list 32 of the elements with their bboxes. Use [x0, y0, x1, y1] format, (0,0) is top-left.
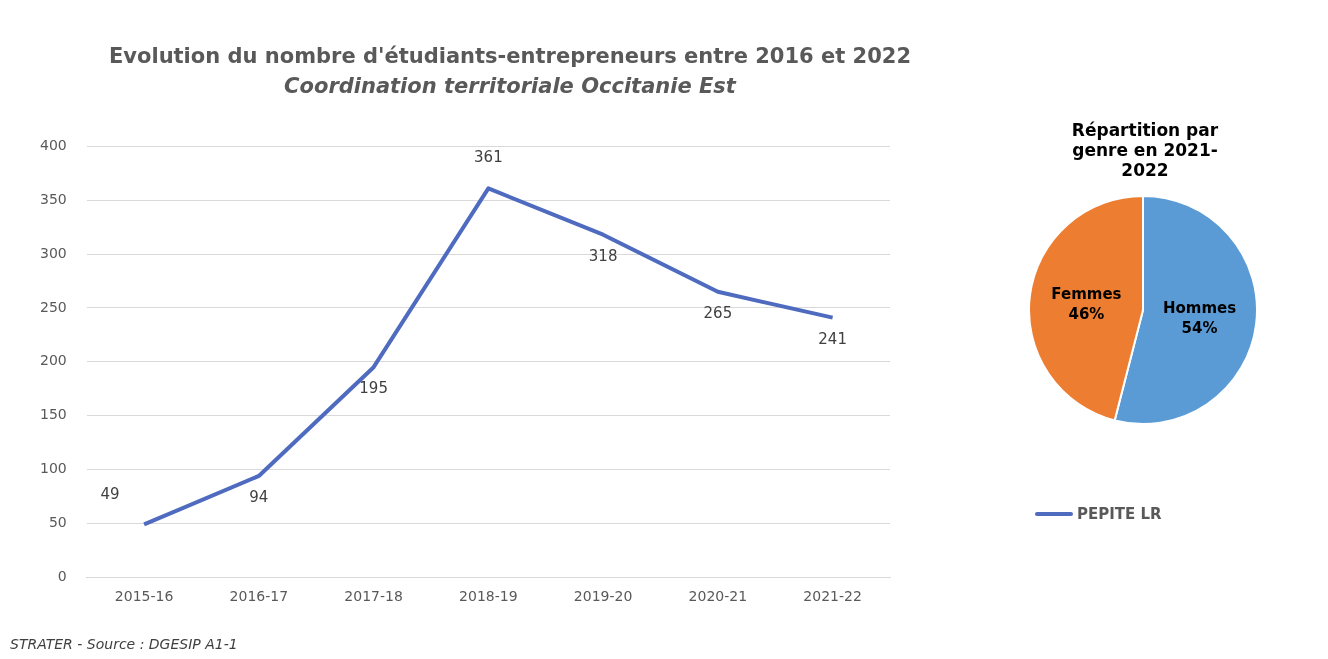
data-label: 54%	[1181, 319, 1218, 338]
data-label: 94	[249, 487, 269, 506]
chart-subtitle: Coordination territoriale Occitanie Est	[283, 74, 738, 98]
data-label: 46%	[1068, 304, 1105, 323]
x-tick-label: 2019-20	[573, 588, 633, 605]
x-tick-label: 2020-21	[688, 588, 748, 605]
data-label: 49	[100, 485, 120, 504]
y-tick-label: 200	[39, 352, 67, 369]
y-tick-label: 250	[39, 298, 67, 315]
slice-label: Femmes	[1051, 284, 1122, 303]
x-tick-label: 2015-16	[114, 588, 174, 605]
data-label: 195	[359, 379, 388, 398]
x-tick-label: 2017-18	[344, 588, 403, 605]
x-tick-label: 2018-19	[459, 588, 518, 605]
y-tick-label: 300	[39, 244, 67, 261]
x-tick-label: 2021-22	[803, 588, 862, 605]
text: STRATER - Source : DGESIP A1-1	[10, 636, 238, 652]
data-label: 318	[588, 246, 618, 265]
data-label: 361	[474, 148, 503, 167]
y-tick-label: 100	[39, 460, 67, 477]
slice-label: Hommes	[1162, 299, 1237, 318]
data-label: 265	[703, 303, 733, 322]
y-tick-label: 50	[48, 513, 67, 530]
y-tick-label: 150	[39, 406, 67, 423]
x-tick-label: 2016-17	[229, 588, 289, 605]
chart-title: Répartition par genre en 2021-2022	[1070, 120, 1220, 180]
data-label: 241	[818, 329, 847, 348]
chart-title: Evolution du nombre d'étudiants-entrepreneurs entre 2016 et 2022	[107, 44, 912, 68]
y-tick-label: 400	[39, 137, 67, 154]
legend-label: PEPITE LR	[1077, 505, 1162, 523]
y-tick-label: 350	[39, 190, 67, 207]
y-tick-label: 0	[57, 567, 67, 584]
